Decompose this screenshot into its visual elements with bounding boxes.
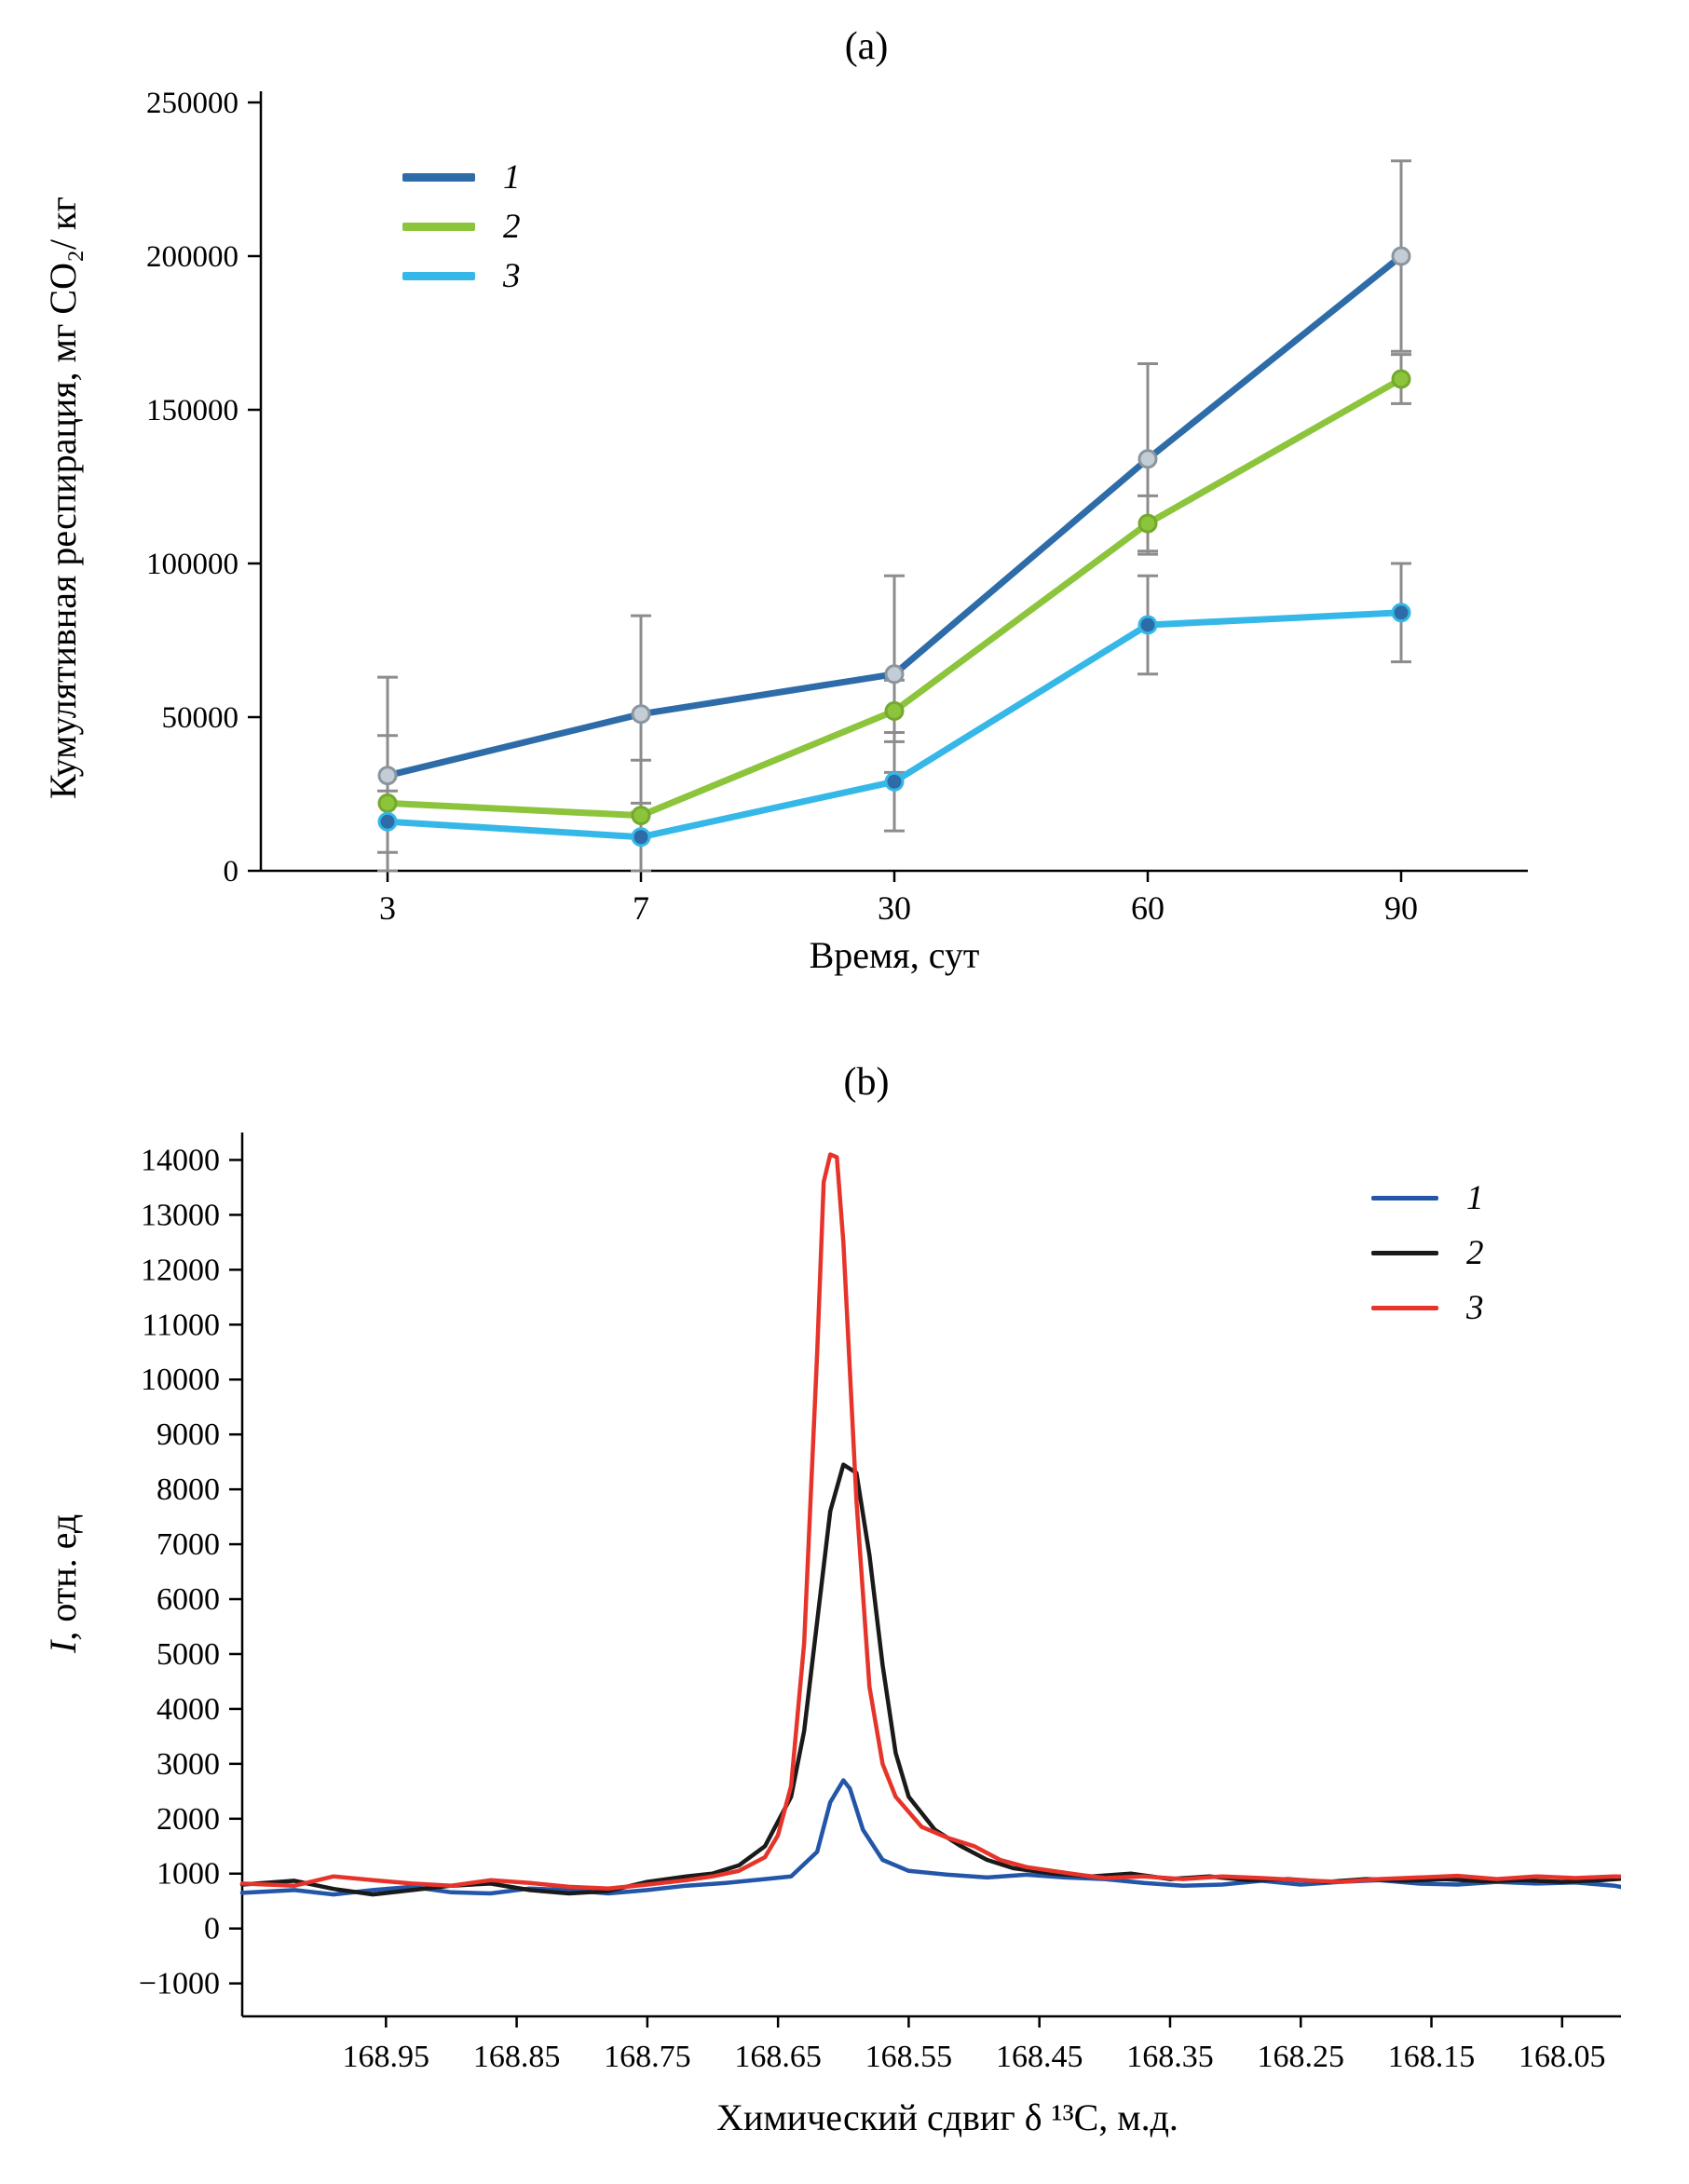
svg-text:13000: 13000: [141, 1198, 220, 1232]
panel-a-title: (a): [844, 25, 889, 68]
svg-text:30: 30: [878, 889, 911, 927]
svg-text:2000: 2000: [157, 1802, 220, 1837]
series-2-label: 2: [1466, 1233, 1484, 1272]
svg-text:7: 7: [633, 889, 649, 927]
series-1-line-swatch: [402, 172, 475, 182]
svg-text:168.55: 168.55: [865, 2040, 953, 2068]
nmr-spectrum-chart: −1000 0 1000 2000 3000 4000 5000 6000 7000 8000 90…: [139, 1133, 1621, 2068]
svg-text:168.35: 168.35: [1126, 2040, 1214, 2068]
series-1-label: 1: [1466, 1178, 1484, 1217]
svg-text:168.95: 168.95: [343, 2040, 430, 2068]
legend-item-series-1: 1: [402, 157, 521, 197]
svg-text:8000: 8000: [157, 1472, 220, 1507]
svg-text:150000: 150000: [146, 394, 238, 427]
legend-item-series-3: 3: [402, 256, 521, 295]
series-2-line-swatch: [1371, 1250, 1438, 1255]
svg-text:100000: 100000: [146, 548, 238, 581]
panel-b-title: (b): [843, 1061, 890, 1104]
respiration-line-chart: 0 50000 100000 150000 200000 250000 3 7 30 60 90: [146, 87, 1528, 927]
svg-text:168.25: 168.25: [1258, 2040, 1345, 2068]
svg-text:14000: 14000: [141, 1143, 220, 1177]
legend-item-series-3: 3: [1371, 1288, 1484, 1327]
svg-text:−1000: −1000: [139, 1967, 220, 2001]
legend-item-series-2: 2: [1371, 1233, 1484, 1272]
svg-text:168.85: 168.85: [473, 2040, 561, 2068]
panel-a-x-axis-label: Время, сут: [809, 934, 980, 976]
svg-text:168.05: 168.05: [1519, 2040, 1606, 2068]
svg-text:168.45: 168.45: [996, 2040, 1083, 2068]
svg-text:168.75: 168.75: [604, 2040, 691, 2068]
svg-text:168.15: 168.15: [1388, 2040, 1476, 2068]
series-3-label: 3: [503, 256, 521, 295]
intensity-symbol: I: [42, 1640, 84, 1653]
svg-text:7000: 7000: [157, 1527, 220, 1562]
svg-text:4000: 4000: [157, 1692, 220, 1727]
svg-text:0: 0: [224, 855, 239, 889]
series-3-line-swatch: [1371, 1305, 1438, 1310]
series-3-label: 3: [1466, 1288, 1484, 1327]
series-2-label: 2: [503, 207, 521, 246]
svg-text:200000: 200000: [146, 240, 238, 274]
panel-a-legend: 1 2 3: [402, 157, 521, 295]
series-2-line-swatch: [402, 222, 475, 231]
svg-text:1000: 1000: [157, 1857, 220, 1892]
legend-item-series-1: 1: [1371, 1178, 1484, 1217]
svg-text:12000: 12000: [141, 1253, 220, 1287]
svg-text:11000: 11000: [142, 1308, 220, 1342]
intensity-units: , отн. ед: [42, 1513, 84, 1641]
series-1-line-swatch: [1371, 1195, 1438, 1201]
series-3-line-swatch: [402, 271, 475, 280]
svg-text:0: 0: [204, 1912, 220, 1947]
panel-b-y-axis-label: I, отн. ед: [41, 1201, 85, 1965]
svg-text:3: 3: [379, 889, 396, 927]
svg-text:250000: 250000: [146, 87, 238, 120]
svg-text:60: 60: [1131, 889, 1165, 927]
legend-item-series-2: 2: [402, 207, 521, 246]
svg-text:3000: 3000: [157, 1747, 220, 1782]
panel-b-x-axis-label: Химический сдвиг δ ¹³C, м.д.: [716, 2096, 1178, 2138]
series-1-label: 1: [503, 157, 521, 197]
panel-b-legend: 1 2 3: [1371, 1178, 1484, 1327]
svg-text:6000: 6000: [157, 1582, 220, 1617]
svg-text:168.65: 168.65: [734, 2040, 822, 2068]
svg-text:9000: 9000: [157, 1418, 220, 1452]
svg-text:90: 90: [1384, 889, 1418, 927]
svg-text:5000: 5000: [157, 1637, 220, 1672]
panel-a-y-axis-label: Кумулятивная респирация, мг CO₂/ кг: [42, 197, 84, 800]
svg-text:50000: 50000: [162, 701, 239, 735]
svg-text:10000: 10000: [141, 1363, 220, 1397]
